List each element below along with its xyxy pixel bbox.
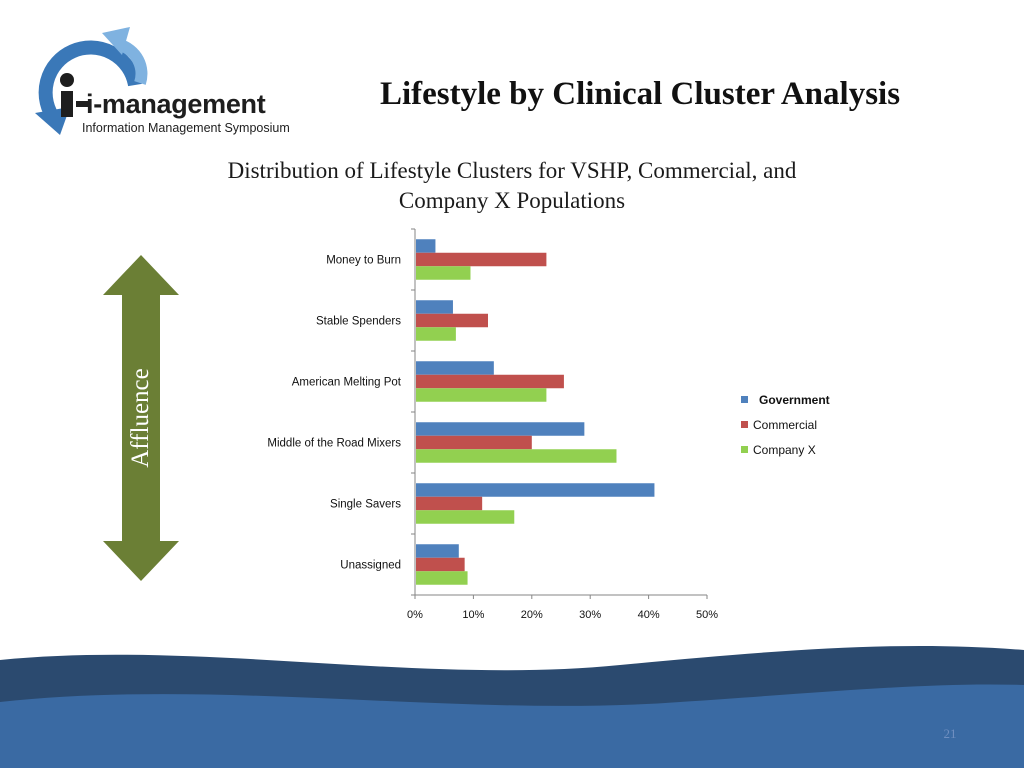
legend-swatch-government: [741, 396, 748, 403]
x-tick-label: 40%: [638, 609, 660, 621]
bar-chart: 0% 10% 20% 30% 40% 50% Money to Burn Stable Spe…: [267, 228, 718, 621]
chart-legend: Government Commercial Company X: [741, 387, 830, 462]
bar-commercial: [416, 374, 564, 389]
x-tick-label: 50%: [696, 609, 718, 621]
bar-company-x: [416, 449, 617, 463]
legend-label: Commercial: [753, 417, 818, 432]
bar-government: [416, 239, 436, 253]
bar-commercial: [416, 252, 547, 267]
legend-label: Company X: [753, 442, 816, 457]
x-tick-label: 0%: [407, 609, 423, 621]
bar-commercial: [416, 557, 465, 572]
chart-title-line-2: Company X Populations: [398, 188, 626, 213]
bar-commercial: [416, 313, 488, 328]
affluence-arrow: [103, 255, 179, 581]
bar-company-x: [416, 571, 468, 585]
category-label: Stable Spenders: [316, 316, 401, 328]
bar-government: [416, 422, 585, 436]
logo: i-management Information Management Symp…: [30, 25, 300, 140]
bar-company-x: [416, 327, 456, 341]
legend-item-government: Government: [741, 387, 830, 412]
bar-government: [416, 361, 494, 375]
category-label: Money to Burn: [326, 255, 401, 267]
page-number: 21: [943, 726, 957, 741]
footer-wave: [0, 645, 1024, 768]
chart-title-line-1: Distribution of Lifestyle Clusters for V…: [227, 158, 797, 183]
bar-company-x: [416, 510, 515, 524]
logo-wordmark: i-management: [86, 89, 266, 119]
bar-commercial: [416, 435, 532, 450]
legend-swatch-company-x: [741, 446, 748, 453]
x-tick-label: 20%: [521, 609, 543, 621]
bar-commercial: [416, 496, 483, 511]
legend-item-company-x: Company X: [741, 437, 830, 462]
legend-item-commercial: Commercial: [741, 412, 830, 437]
bar-company-x: [416, 266, 471, 280]
bar-government: [416, 300, 453, 314]
x-tick-label: 10%: [462, 609, 484, 621]
logo-swirl-icon: [35, 27, 148, 135]
category-label: Middle of the Road Mixers: [267, 438, 401, 450]
legend-label: Government: [759, 392, 830, 407]
category-label: Unassigned: [340, 560, 401, 572]
chart-title: Distribution of Lifestyle Clusters for V…: [160, 156, 864, 216]
bar-government: [416, 544, 459, 558]
logo-tagline: Information Management Symposium: [82, 121, 290, 135]
legend-swatch-commercial: [741, 421, 748, 428]
bar-company-x: [416, 388, 547, 402]
category-label: American Melting Pot: [292, 377, 402, 389]
category-label: Single Savers: [330, 499, 401, 511]
slide-title: Lifestyle by Clinical Cluster Analysis: [379, 76, 901, 112]
x-tick-label: 30%: [579, 609, 601, 621]
bar-government: [416, 483, 655, 497]
